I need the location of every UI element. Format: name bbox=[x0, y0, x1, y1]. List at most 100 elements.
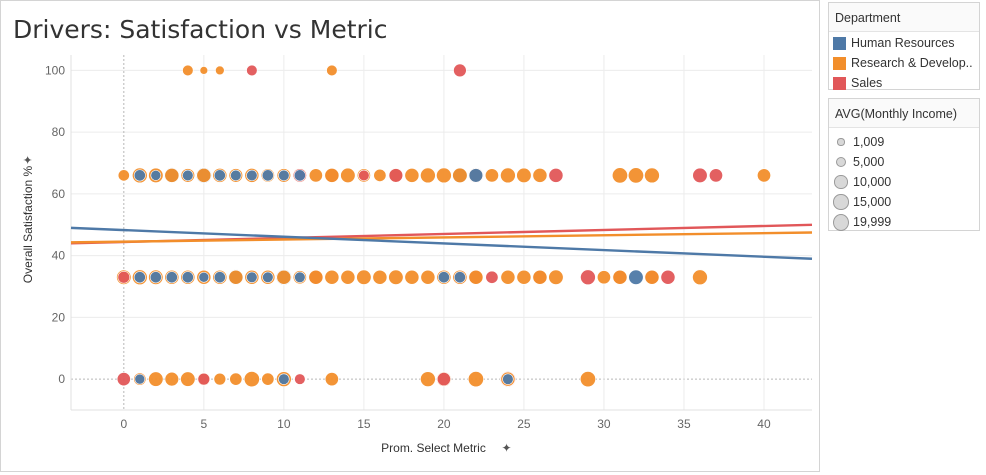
data-point[interactable] bbox=[326, 64, 338, 77]
data-point[interactable] bbox=[500, 167, 516, 184]
data-point[interactable] bbox=[117, 169, 130, 182]
data-point[interactable] bbox=[324, 372, 339, 387]
data-point[interactable] bbox=[308, 269, 324, 285]
data-point[interactable] bbox=[261, 169, 274, 182]
data-point[interactable] bbox=[148, 371, 164, 387]
data-point[interactable] bbox=[516, 269, 532, 285]
data-point[interactable] bbox=[182, 169, 194, 182]
data-point[interactable] bbox=[149, 271, 162, 284]
data-point[interactable] bbox=[262, 271, 274, 283]
data-point[interactable] bbox=[197, 372, 211, 386]
data-point[interactable] bbox=[516, 167, 532, 183]
data-point[interactable] bbox=[709, 168, 723, 183]
data-point[interactable] bbox=[213, 169, 226, 182]
data-point[interactable] bbox=[548, 168, 564, 183]
data-point[interactable] bbox=[324, 269, 340, 285]
data-point[interactable] bbox=[133, 271, 146, 284]
data-point[interactable] bbox=[340, 167, 356, 183]
data-point[interactable] bbox=[548, 269, 564, 285]
data-point[interactable] bbox=[627, 167, 644, 184]
income-legend-item[interactable]: 19,999 bbox=[829, 212, 979, 232]
data-point[interactable] bbox=[278, 169, 290, 182]
data-point[interactable] bbox=[644, 269, 660, 285]
legend-item-sales[interactable]: Sales bbox=[829, 73, 979, 93]
data-point[interactable] bbox=[246, 169, 258, 182]
pin-icon[interactable]: ✦ bbox=[502, 441, 512, 455]
legend-item-human-resources[interactable]: Human Resources bbox=[829, 33, 979, 53]
data-point[interactable] bbox=[660, 269, 676, 285]
pin-icon[interactable]: ✦ bbox=[21, 155, 35, 165]
data-point[interactable] bbox=[228, 269, 244, 285]
data-point[interactable] bbox=[612, 269, 628, 285]
data-point[interactable] bbox=[420, 371, 436, 387]
data-point[interactable] bbox=[133, 169, 146, 182]
data-point[interactable] bbox=[436, 167, 452, 184]
data-point[interactable] bbox=[580, 269, 596, 286]
income-legend-item[interactable]: 10,000 bbox=[829, 172, 979, 192]
data-point[interactable] bbox=[452, 167, 468, 183]
data-point[interactable] bbox=[436, 372, 451, 387]
data-point[interactable] bbox=[181, 271, 194, 284]
data-point[interactable] bbox=[150, 170, 162, 181]
data-point[interactable] bbox=[468, 269, 484, 285]
income-legend-item[interactable]: 1,009 bbox=[829, 132, 979, 152]
data-point[interactable] bbox=[358, 169, 370, 182]
legend-item-research-development[interactable]: Research & Develop.. bbox=[829, 53, 979, 73]
data-point[interactable] bbox=[308, 168, 323, 183]
data-point[interactable] bbox=[532, 168, 548, 183]
data-point[interactable] bbox=[372, 269, 388, 285]
data-point[interactable] bbox=[164, 168, 180, 183]
data-point[interactable] bbox=[165, 271, 178, 284]
data-point[interactable] bbox=[276, 269, 292, 285]
data-point[interactable] bbox=[278, 373, 290, 385]
data-point[interactable] bbox=[246, 271, 258, 283]
data-point[interactable] bbox=[420, 167, 436, 184]
income-legend-item[interactable]: 15,000 bbox=[829, 192, 979, 212]
data-point[interactable] bbox=[757, 168, 771, 183]
trend-line[interactable] bbox=[70, 231, 813, 244]
data-point[interactable] bbox=[468, 168, 484, 183]
data-point[interactable] bbox=[644, 167, 660, 184]
data-point[interactable] bbox=[215, 65, 225, 76]
data-point[interactable] bbox=[116, 372, 131, 387]
data-point[interactable] bbox=[596, 270, 611, 285]
data-point[interactable] bbox=[198, 271, 210, 283]
income-size-legend[interactable]: AVG(Monthly Income) 1,009 5,000 10,000 15,0… bbox=[828, 98, 980, 231]
data-point[interactable] bbox=[579, 371, 596, 388]
data-point[interactable] bbox=[388, 269, 404, 285]
data-point[interactable] bbox=[502, 373, 514, 385]
data-point[interactable] bbox=[420, 269, 436, 285]
data-point[interactable] bbox=[628, 269, 644, 285]
data-point[interactable] bbox=[230, 169, 242, 182]
data-point[interactable] bbox=[182, 64, 194, 77]
data-point[interactable] bbox=[692, 167, 708, 183]
data-point[interactable] bbox=[437, 271, 450, 284]
data-point[interactable] bbox=[213, 372, 227, 386]
data-point[interactable] bbox=[453, 271, 466, 284]
data-point[interactable] bbox=[213, 271, 226, 284]
data-point[interactable] bbox=[243, 371, 260, 388]
data-point[interactable] bbox=[134, 373, 146, 385]
data-point[interactable] bbox=[467, 371, 484, 388]
data-point[interactable] bbox=[388, 168, 404, 183]
data-point[interactable] bbox=[293, 169, 306, 182]
data-point[interactable] bbox=[404, 269, 420, 285]
department-legend[interactable]: Department Human Resources Research & De… bbox=[828, 2, 980, 90]
data-point[interactable] bbox=[180, 371, 196, 387]
data-point[interactable] bbox=[484, 168, 499, 183]
data-point[interactable] bbox=[500, 269, 516, 285]
data-point[interactable] bbox=[404, 168, 420, 183]
data-point[interactable] bbox=[340, 269, 356, 285]
data-point[interactable] bbox=[196, 168, 212, 183]
data-point[interactable] bbox=[373, 168, 387, 182]
data-point[interactable] bbox=[117, 271, 131, 284]
data-point[interactable] bbox=[229, 372, 243, 386]
scatter-plot[interactable]: 0 20 40 60 80 100 0 5 10 15 20 25 30 35 40 Prom. Select… bbox=[1, 1, 819, 471]
data-point[interactable] bbox=[199, 66, 209, 75]
data-point[interactable] bbox=[324, 168, 340, 183]
data-point[interactable] bbox=[453, 63, 467, 78]
data-point[interactable] bbox=[692, 269, 708, 286]
data-point[interactable] bbox=[294, 373, 306, 385]
data-point[interactable] bbox=[246, 64, 258, 77]
data-point[interactable] bbox=[261, 372, 275, 386]
